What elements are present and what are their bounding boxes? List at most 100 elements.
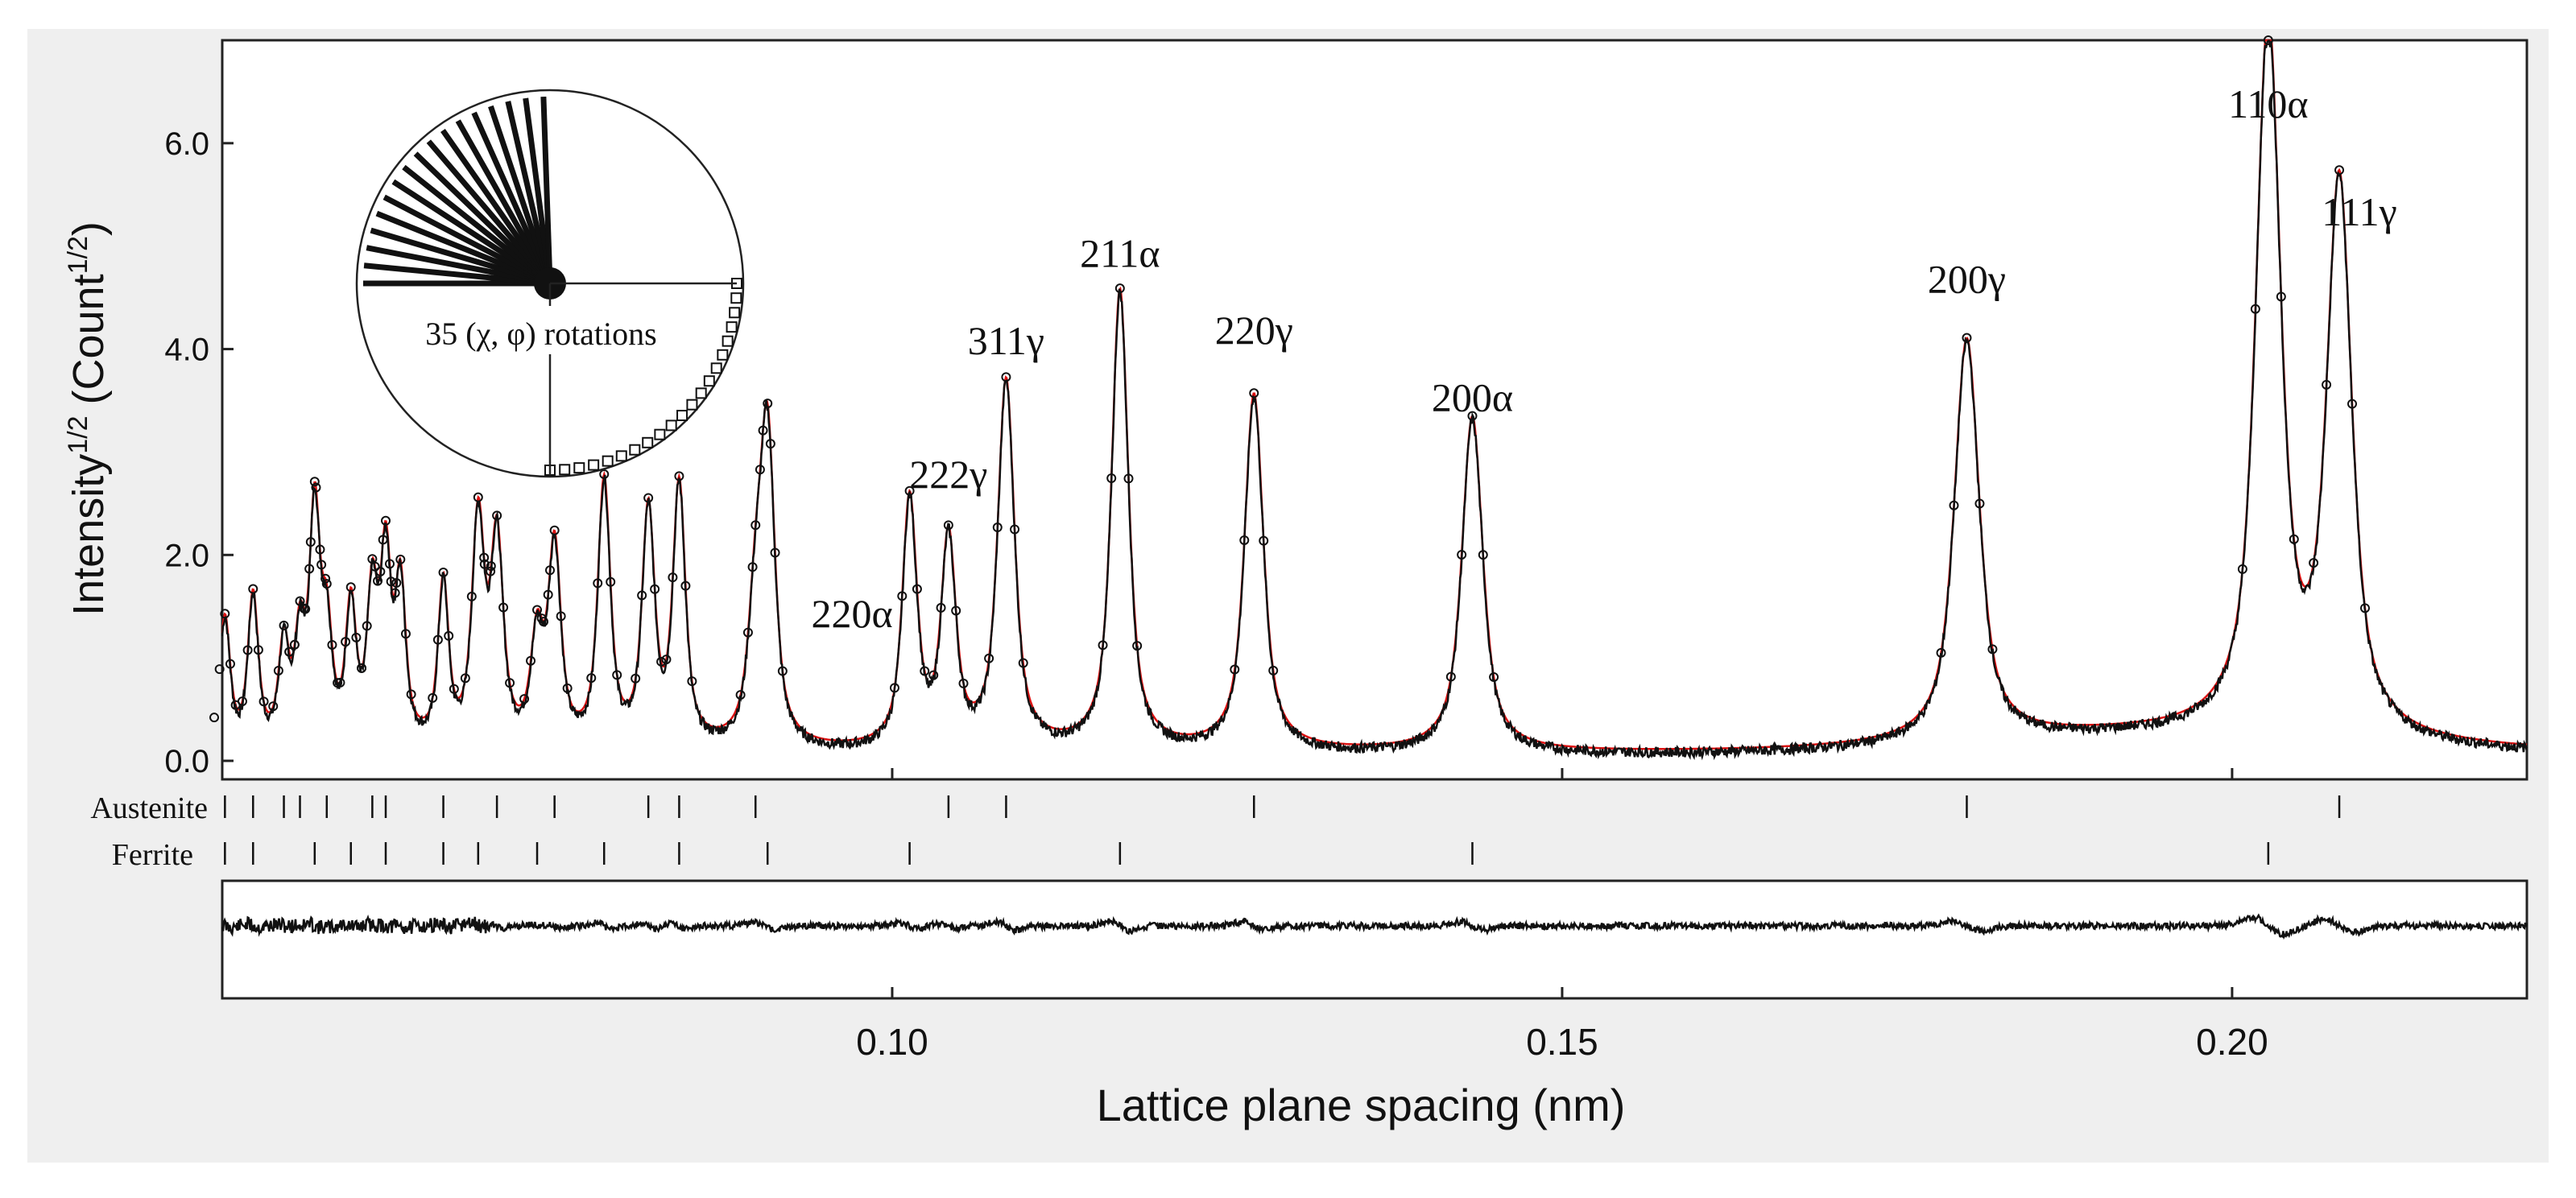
rotation-ray [402, 164, 552, 286]
rotation-ray [440, 128, 552, 286]
data-point [351, 632, 362, 642]
peak-label: 222γ [909, 452, 987, 497]
data-point [237, 696, 247, 707]
inset-rotation-rays [363, 97, 742, 476]
data-point [758, 425, 768, 436]
phase-reflection-markers [224, 795, 2341, 865]
data-point [1467, 411, 1478, 421]
data-point [750, 520, 761, 531]
data-point [273, 665, 283, 675]
data-point [391, 577, 402, 588]
data-point [479, 559, 490, 569]
inset-label-bg [378, 306, 709, 354]
data-point [225, 659, 235, 669]
data-point [304, 564, 315, 574]
data-point [315, 544, 325, 555]
x-tick-label: 0.10 [856, 1021, 928, 1063]
data-point [370, 561, 380, 572]
data-point [747, 562, 758, 572]
rotation-marker [654, 428, 666, 440]
data-point [992, 523, 1003, 533]
data-point [951, 605, 961, 616]
data-point [936, 602, 946, 613]
data-point [375, 566, 386, 576]
data-point [549, 525, 560, 535]
rotation-ray [382, 194, 552, 287]
data-point [586, 673, 597, 684]
data-point [777, 666, 788, 676]
peak-label: 200γ [1928, 256, 2006, 301]
data-point [912, 584, 922, 594]
data-point [438, 567, 449, 577]
data-point [381, 515, 391, 526]
rotation-ray [455, 119, 553, 285]
data-point [984, 653, 994, 663]
x-axis-ticks: 0.10 0.15 0.20 [856, 768, 2268, 1063]
data-point [656, 656, 667, 667]
data-point [1018, 658, 1028, 668]
data-point [1249, 388, 1259, 399]
data-point [492, 510, 502, 521]
data-point [327, 639, 337, 650]
data-point [2359, 603, 2370, 613]
rotation-ray [505, 101, 553, 284]
data-point [335, 677, 345, 688]
data-point [2250, 304, 2260, 314]
data-point [473, 492, 483, 502]
rotation-ray [523, 97, 553, 284]
data-point [661, 655, 672, 665]
data-point [1106, 473, 1117, 484]
data-point [631, 673, 641, 684]
data-point [1239, 535, 1250, 545]
data-point [1268, 665, 1279, 675]
data-point [674, 471, 684, 481]
rotation-marker [726, 321, 738, 333]
data-point [320, 573, 331, 584]
rotation-marker [588, 459, 600, 471]
y-axis-ticks: 0.0 2.0 4.0 6.0 [164, 126, 234, 779]
rotation-marker [717, 349, 729, 361]
peak-label: 220γ [1215, 308, 1293, 353]
data-point [536, 613, 547, 624]
data-point [668, 572, 678, 583]
rotation-marker [686, 399, 698, 411]
rotation-ray [488, 105, 553, 285]
x-tick-label: 0.15 [1526, 1021, 1598, 1063]
rotation-marker [665, 419, 677, 432]
data-point [526, 655, 536, 666]
rotation-ray [366, 245, 551, 287]
data-point [299, 603, 309, 613]
data-point [305, 537, 316, 547]
data-point [289, 639, 300, 650]
data-point [687, 676, 697, 687]
data-point [920, 666, 930, 676]
data-point [1114, 283, 1125, 294]
data-point [486, 566, 496, 576]
peak-label: 200α [1432, 374, 1513, 419]
data-point [1259, 535, 1269, 546]
peak-label: 311γ [968, 318, 1044, 363]
data-point [2237, 564, 2247, 574]
data-point [1123, 473, 1134, 484]
data-point [763, 399, 773, 409]
data-point [242, 645, 253, 655]
data-point [498, 602, 509, 613]
data-point [295, 596, 305, 606]
data-point [428, 692, 438, 703]
rotation-marker [729, 307, 741, 319]
data-point [680, 580, 691, 591]
data-point [386, 576, 396, 587]
peak-labels: 110α 111γ 211α 200γ 311γ 220γ 200α 222γ 220α [811, 81, 2396, 636]
data-point [384, 559, 395, 569]
rotation-marker [730, 292, 742, 304]
data-point [390, 588, 400, 598]
rotation-marker [703, 375, 715, 387]
y-tick-label: 4.0 [164, 333, 209, 368]
data-point [345, 582, 356, 593]
rotation-ray [375, 210, 552, 287]
data-point [406, 689, 416, 700]
data-point [432, 634, 443, 645]
x-tick-label: 0.20 [2196, 1021, 2268, 1063]
data-point [765, 439, 775, 449]
data-point [2334, 165, 2345, 176]
